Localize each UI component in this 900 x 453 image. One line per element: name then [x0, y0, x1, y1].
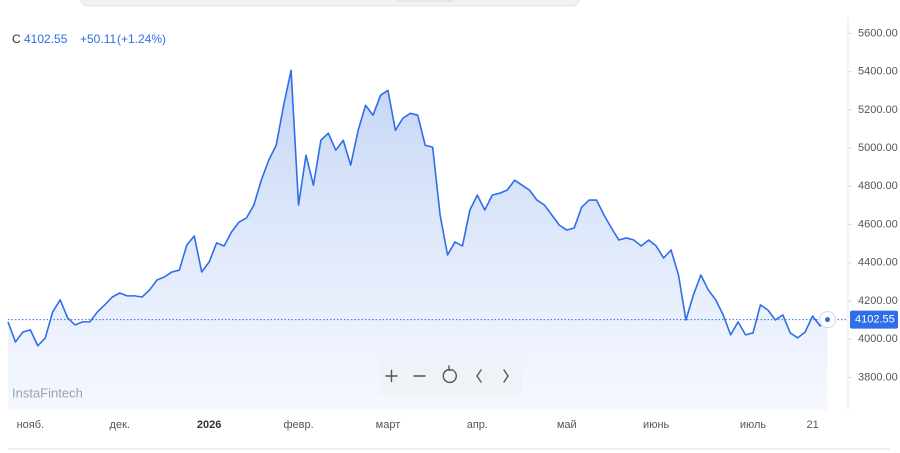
y-tick-label: 5000.00: [858, 142, 898, 154]
scroll-left-button[interactable]: [476, 369, 482, 383]
y-tick-label: 5200.00: [858, 104, 898, 116]
area: [8, 70, 828, 410]
last-point: [825, 317, 830, 323]
y-tick-label: 3800.00: [858, 371, 898, 383]
toolbar-bg: [380, 356, 522, 396]
top-tab: [395, 0, 455, 2]
y-tick-label: 5400.00: [858, 66, 898, 78]
zoom-in-button[interactable]: [385, 369, 398, 383]
toolbar: [380, 356, 522, 396]
line: [7, 69, 829, 347]
last-price-label: 4102.55: [855, 314, 895, 326]
last-price: 4102.55: [24, 32, 68, 46]
x-tick-label: февр.: [283, 419, 313, 431]
x-tick-label: март: [376, 419, 401, 431]
y-tick-label: 5600.00: [858, 27, 898, 39]
reset-button[interactable]: [442, 365, 457, 384]
y-tick-label: 4800.00: [858, 180, 898, 192]
change-pct: (+1.24%): [117, 32, 166, 46]
y-tick-label: 4000.00: [858, 333, 898, 345]
x-tick-label: 2026: [197, 419, 221, 431]
change: +50.11: [80, 32, 116, 46]
symbol: C: [12, 32, 21, 46]
y-tick-label: 4400.00: [858, 257, 898, 269]
watermark: InstaFintech: [12, 385, 83, 400]
x-tick-label: нояб.: [17, 419, 45, 431]
y-tick-label: 4200.00: [858, 295, 898, 307]
top-bar: [79, 0, 581, 7]
x-tick-label: 21: [806, 419, 818, 431]
x-tick-label: июнь: [643, 419, 669, 431]
y-tick-label: 4600.00: [858, 218, 898, 230]
last-price-box: [850, 310, 898, 329]
x-tick-label: апр.: [467, 419, 488, 431]
plot: 3800.00 4000.00 4200.00 4400.00 4600.00 4800.…: [7, 27, 898, 431]
x-tick-label: июль: [740, 419, 767, 431]
scroll-right-button[interactable]: [503, 369, 509, 383]
x-tick-label: май: [557, 419, 577, 431]
x-tick-label: дек.: [110, 419, 130, 431]
